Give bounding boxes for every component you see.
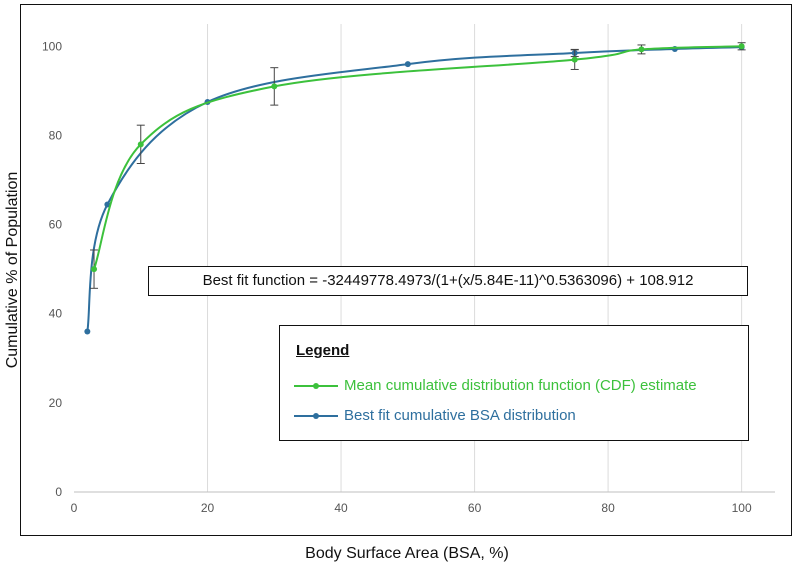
legend-title: Legend bbox=[296, 342, 350, 359]
best-fit-function-text: Best fit function = -32449778.4973/(1+(x… bbox=[202, 272, 694, 289]
y-tick-label-80: 80 bbox=[49, 128, 63, 142]
data-point-cdf-75 bbox=[571, 56, 578, 63]
legend-label-best-fit: Best fit cumulative BSA distribution bbox=[344, 407, 576, 424]
series-layer bbox=[84, 42, 746, 335]
y-tick-label-100: 100 bbox=[42, 39, 62, 53]
x-tick-label-80: 80 bbox=[601, 501, 615, 515]
x-tick-label-20: 20 bbox=[201, 501, 215, 515]
x-tick-label-60: 60 bbox=[468, 501, 482, 515]
y-tick-label-0: 0 bbox=[55, 485, 62, 499]
x-tick-label-100: 100 bbox=[732, 501, 752, 515]
data-point-best-fit-50 bbox=[404, 61, 411, 68]
x-tick-label-40: 40 bbox=[334, 501, 348, 515]
data-point-best-fit-2 bbox=[84, 328, 91, 335]
data-point-cdf-10 bbox=[137, 141, 144, 148]
data-point-cdf-85 bbox=[638, 46, 645, 53]
data-point-best-fit-5 bbox=[104, 201, 111, 208]
y-tick-label-60: 60 bbox=[49, 218, 63, 232]
y-axis-title: Cumulative % of Population bbox=[4, 172, 21, 369]
y-tick-label-20: 20 bbox=[49, 396, 63, 410]
axis-layer: 0 20 40 60 80 100 0 20 40 60 80 100 bbox=[42, 39, 775, 515]
legend-label-cdf: Mean cumulative distribution function (C… bbox=[344, 377, 697, 394]
legend: Legend Mean cumulative distribution func… bbox=[279, 325, 749, 441]
legend-marker-best-fit bbox=[313, 413, 319, 419]
best-fit-function-annotation: Best fit function = -32449778.4973/(1+(x… bbox=[148, 266, 748, 296]
legend-marker-cdf bbox=[313, 383, 319, 389]
data-point-cdf-3 bbox=[91, 266, 98, 273]
data-point-cdf-30 bbox=[271, 83, 278, 90]
x-tick-label-0: 0 bbox=[71, 501, 78, 515]
x-axis-title: Body Surface Area (BSA, %) bbox=[305, 545, 509, 562]
data-point-cdf-100 bbox=[738, 43, 745, 50]
series-line-cdf bbox=[93, 45, 742, 270]
y-tick-label-40: 40 bbox=[49, 307, 63, 321]
